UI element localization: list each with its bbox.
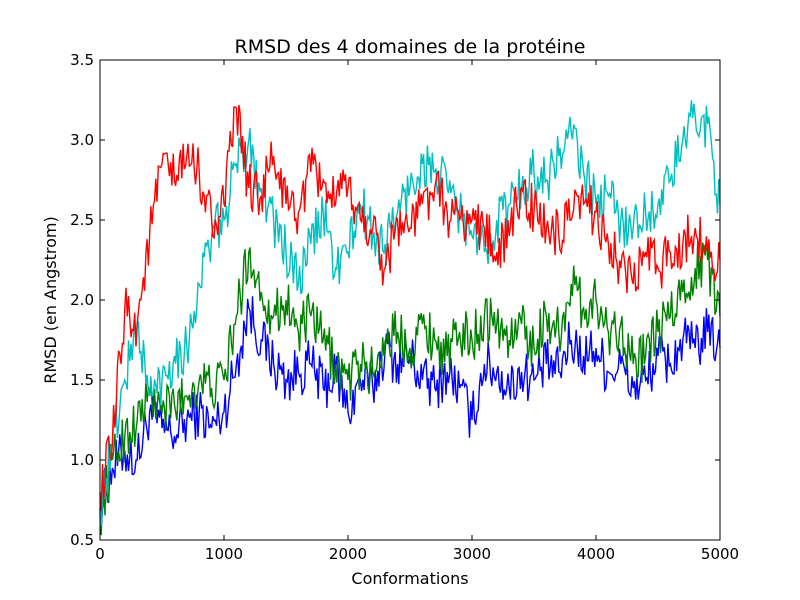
x-tick-label-3: 3000 <box>453 545 491 563</box>
x-tick-label-1: 1000 <box>205 545 243 563</box>
x-tick-label-4: 4000 <box>577 545 615 563</box>
series-layer <box>99 100 721 536</box>
y-tick-label-0: 0.5 <box>70 531 94 549</box>
y-tick-label-2: 1.5 <box>70 371 94 389</box>
series-line-4 <box>99 104 721 512</box>
series-line-3 <box>99 100 721 526</box>
y-tick-label-1: 1.0 <box>70 451 94 469</box>
ticks-layer: 0 1000 2000 3000 4000 5000 0.5 1.0 1.5 2.0 2.5 3.0 3… <box>70 51 739 563</box>
y-tick-label-6: 3.5 <box>70 51 94 69</box>
x-tick-label-5: 5000 <box>701 545 739 563</box>
x-axis-label: Conformations <box>351 569 468 588</box>
x-tick-label-2: 2000 <box>329 545 367 563</box>
y-tick-label-4: 2.5 <box>70 211 94 229</box>
y-axis-label: RMSD (en Angstrom) <box>41 216 60 384</box>
y-tick-label-3: 2.0 <box>70 291 94 309</box>
chart-title: RMSD des 4 domaines de la protéine <box>235 36 586 58</box>
series-line-2 <box>99 239 721 536</box>
y-tick-label-5: 3.0 <box>70 131 94 149</box>
x-tick-label-0: 0 <box>95 545 105 563</box>
